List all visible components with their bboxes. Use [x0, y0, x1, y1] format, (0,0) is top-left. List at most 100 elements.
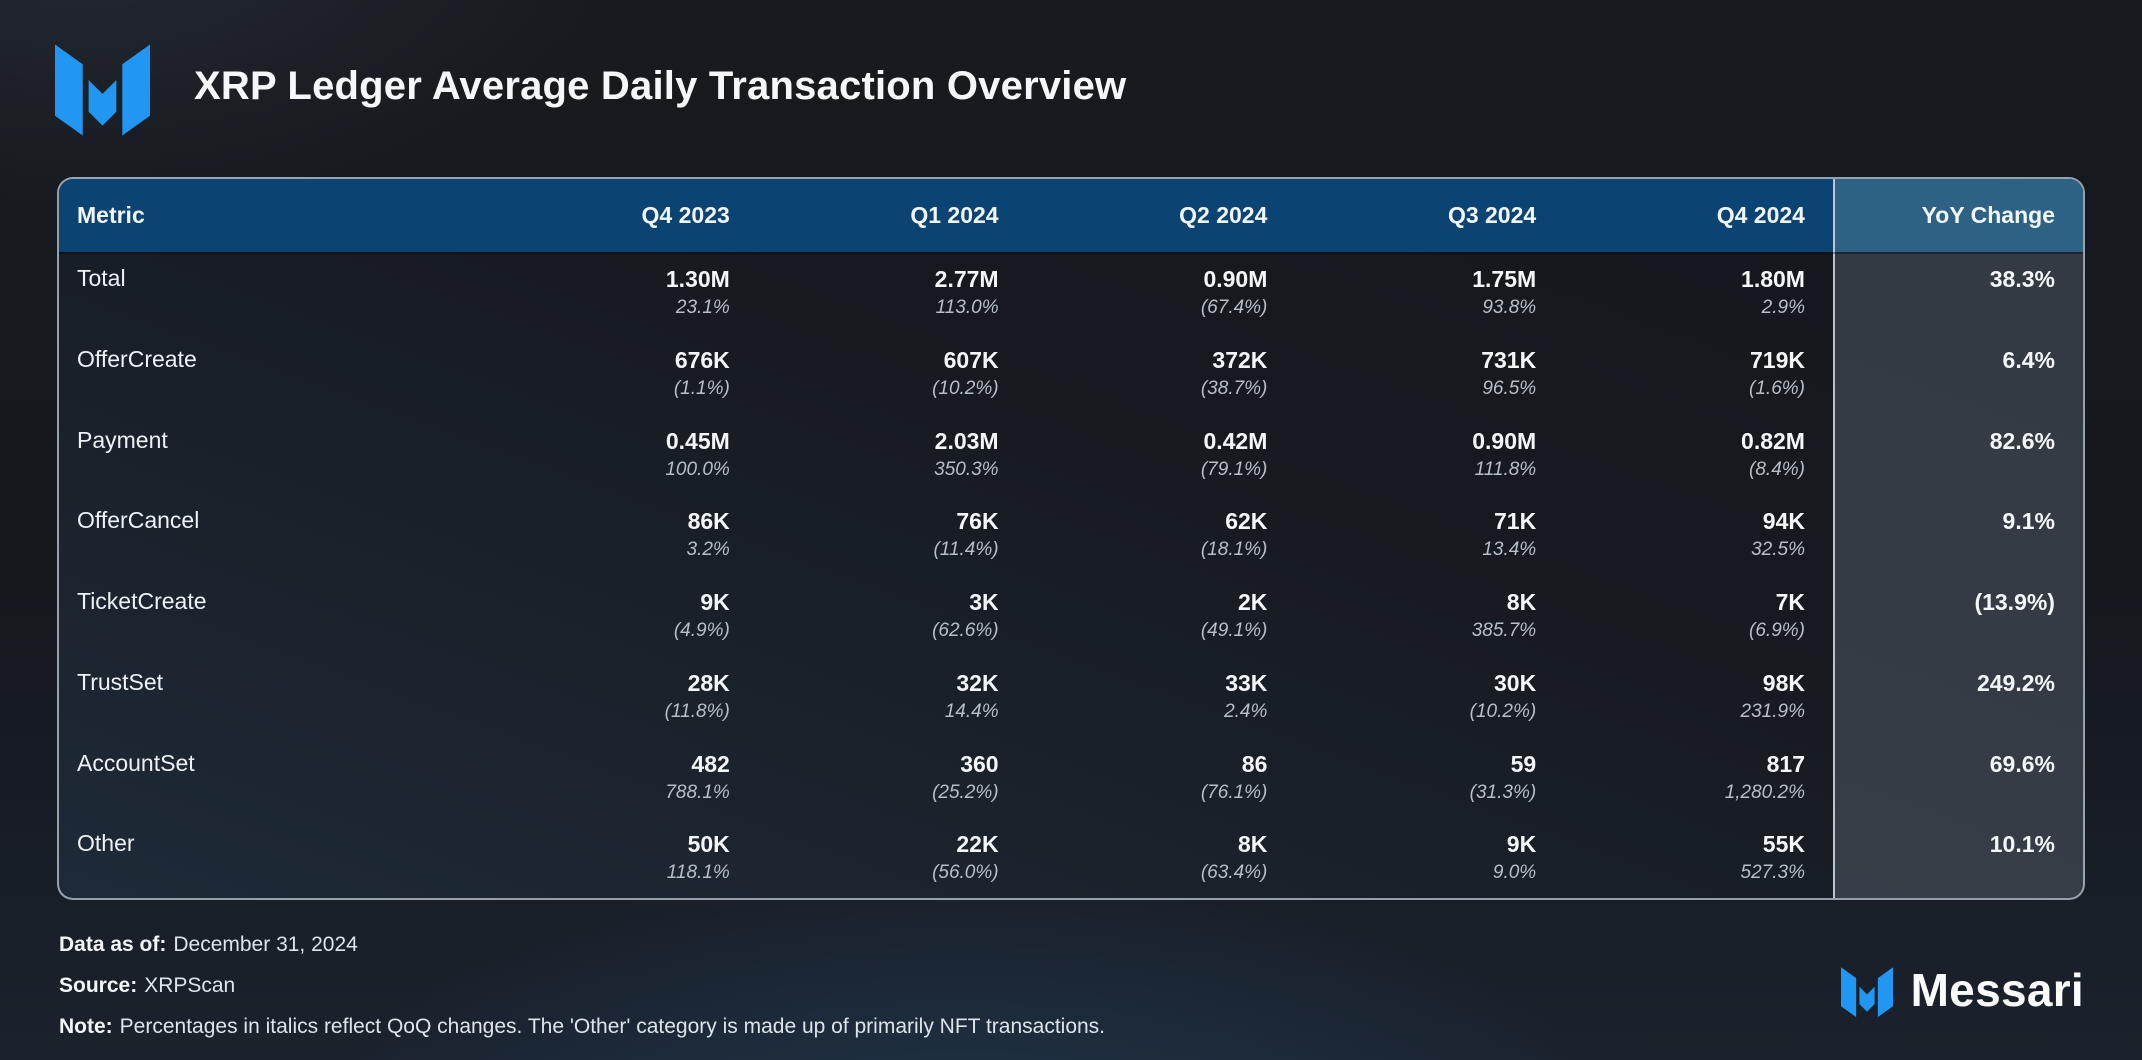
- cell-qoq-change: 113.0%: [935, 297, 999, 318]
- cell-value: 86K: [687, 508, 730, 535]
- cell-value: 9K: [1506, 831, 1537, 858]
- cell-qoq-change: 14.4%: [944, 700, 999, 722]
- note-label: Note:: [59, 1015, 113, 1038]
- table-cell-yoy: 6.4%: [1832, 332, 2083, 414]
- table-cell-yoy: 9.1%: [1832, 494, 2083, 575]
- column-header-q4-2024: Q4 2024: [1716, 202, 1805, 228]
- cell-value: 8K: [1237, 831, 1268, 858]
- cell-qoq-change: (79.1%): [1200, 458, 1268, 480]
- cell-value: 0.90M: [1472, 427, 1537, 454]
- source-line: Source: XRPScan: [59, 974, 1105, 998]
- column-header-q2-2024: Q2 2024: [1179, 202, 1268, 228]
- cell-qoq-change: 527.3%: [1740, 862, 1805, 884]
- table-cell: 8K (63.4%): [1027, 817, 1296, 898]
- cell-qoq-change: (31.3%): [1469, 781, 1537, 803]
- table-cell: 3K (62.6%): [758, 575, 1027, 656]
- cell-qoq-change: 32.5%: [1751, 539, 1805, 561]
- cell-value: 98K: [1762, 669, 1805, 696]
- table-row-offercreate: OfferCreate 676K (1.1%) 607K (10.2%) 372K (…: [59, 332, 2083, 414]
- column-header-q3-2024: Q3 2024: [1447, 202, 1537, 228]
- table-cell: 1.30M 23.1%: [489, 252, 758, 333]
- cell-value: 7K: [1775, 589, 1805, 615]
- cell-value: 360: [960, 750, 999, 777]
- cell-qoq-change: (76.1%): [1200, 781, 1268, 803]
- table-cell: 1.80M 2.9%: [1564, 252, 1833, 333]
- cell-qoq-change: 1,280.2%: [1724, 781, 1805, 803]
- table-cell: 607K (10.2%): [758, 333, 1027, 414]
- cell-value: 28K: [687, 669, 730, 696]
- table-cell: 0.45M 100.0%: [489, 414, 758, 495]
- cell-yoy-value: 69.6%: [1989, 750, 2055, 777]
- table-cell: 62K (18.1%): [1027, 494, 1296, 575]
- table-row-total: Total 1.30M 23.1% 2.77M 113.0% 0.90M (67.4%…: [59, 252, 2083, 333]
- table-cell: 32K 14.4%: [758, 656, 1027, 737]
- table-cell: 71K 13.4%: [1295, 494, 1564, 575]
- table-cell: 33K 2.4%: [1027, 656, 1296, 737]
- metric-label: Total: [77, 265, 126, 291]
- cell-value: 2K: [1237, 589, 1268, 615]
- cell-qoq-change: (62.6%): [932, 620, 999, 641]
- cell-yoy-value: 249.2%: [1976, 669, 2055, 696]
- cell-value: 71K: [1493, 508, 1537, 535]
- cell-value: 55K: [1762, 831, 1805, 858]
- cell-value: 719K: [1750, 346, 1805, 373]
- cell-qoq-change: (10.2%): [932, 377, 999, 399]
- cell-yoy-value: 10.1%: [1989, 831, 2055, 858]
- metric-label: OfferCancel: [77, 507, 200, 534]
- cell-yoy-value: (13.9%): [1974, 589, 2055, 615]
- cell-qoq-change: (18.1%): [1200, 539, 1268, 561]
- cell-value: 372K: [1212, 346, 1268, 373]
- cell-qoq-change: (56.0%): [932, 862, 999, 884]
- cell-qoq-change: (10.2%): [1469, 700, 1537, 722]
- column-header-metric: Metric: [77, 202, 145, 228]
- table-row-offercancel: OfferCancel 86K 3.2% 76K (11.4%) 62K (18.1%…: [59, 494, 2083, 575]
- table-cell: 0.90M 111.8%: [1295, 414, 1564, 495]
- table-cell: 86K 3.2%: [489, 494, 758, 575]
- cell-value: 0.90M: [1203, 266, 1268, 292]
- cell-value: 86: [1241, 750, 1268, 777]
- table-row-payment: Payment 0.45M 100.0% 2.03M 350.3% 0.42M (79…: [59, 413, 2083, 495]
- table-cell-yoy: 10.1%: [1832, 817, 2083, 898]
- table-cell-yoy: 249.2%: [1832, 655, 2083, 737]
- metric-label: TicketCreate: [77, 588, 207, 614]
- cell-value: 32K: [956, 669, 999, 696]
- metric-label: Other: [77, 830, 135, 857]
- cell-yoy-value: 6.4%: [2002, 346, 2055, 373]
- metric-label: AccountSet: [77, 749, 195, 776]
- cell-value: 9K: [700, 589, 730, 615]
- source-value: XRPScan: [144, 974, 236, 997]
- table-cell: 28K (11.8%): [489, 656, 758, 737]
- cell-qoq-change: 350.3%: [934, 458, 999, 480]
- table-cell: 7K (6.9%): [1564, 575, 1833, 656]
- cell-yoy-value: 9.1%: [2002, 508, 2055, 535]
- table-cell: 9K (4.9%): [489, 575, 758, 656]
- cell-qoq-change: (67.4%): [1200, 297, 1268, 318]
- data-as-of-line: Data as of: December 31, 2024: [59, 933, 1105, 957]
- cell-value: 1.30M: [665, 266, 730, 292]
- table-cell: 360 (25.2%): [758, 737, 1027, 818]
- table-cell: 2K (49.1%): [1027, 575, 1296, 656]
- column-header-yoy-change: YoY Change: [1832, 179, 2083, 252]
- table-row-ticketcreate: TicketCreate 9K (4.9%) 3K (62.6%) 2K (49.1%…: [59, 575, 2083, 656]
- cell-qoq-change: (1.1%): [673, 377, 730, 399]
- cell-qoq-change: 23.1%: [675, 297, 730, 318]
- cell-value: 62K: [1225, 508, 1268, 535]
- table-cell: 55K 527.3%: [1564, 817, 1833, 898]
- cell-value: 607K: [943, 346, 999, 373]
- table-cell: 731K 96.5%: [1295, 333, 1564, 414]
- page-title: XRP Ledger Average Daily Transaction Ove…: [194, 63, 1127, 108]
- messari-logo-icon: [55, 36, 150, 136]
- cell-value: 0.82M: [1741, 427, 1805, 454]
- table-header-row: Metric Q4 2023 Q1 2024 Q2 2024 Q3 2024 Q…: [59, 179, 2083, 252]
- cell-qoq-change: 111.8%: [1474, 458, 1537, 480]
- cell-value: 1.75M: [1472, 266, 1537, 292]
- table-row-accountset: AccountSet 482 788.1% 360 (25.2%) 86 (76.1%…: [59, 736, 2083, 818]
- cell-value: 0.45M: [665, 427, 730, 454]
- table-cell: 2.03M 350.3%: [758, 414, 1027, 495]
- cell-qoq-change: 788.1%: [665, 781, 730, 803]
- table-cell: 76K (11.4%): [758, 494, 1027, 575]
- cell-value: 1.80M: [1741, 266, 1805, 292]
- cell-yoy-value: 38.3%: [1989, 266, 2055, 292]
- cell-qoq-change: 118.1%: [666, 862, 730, 884]
